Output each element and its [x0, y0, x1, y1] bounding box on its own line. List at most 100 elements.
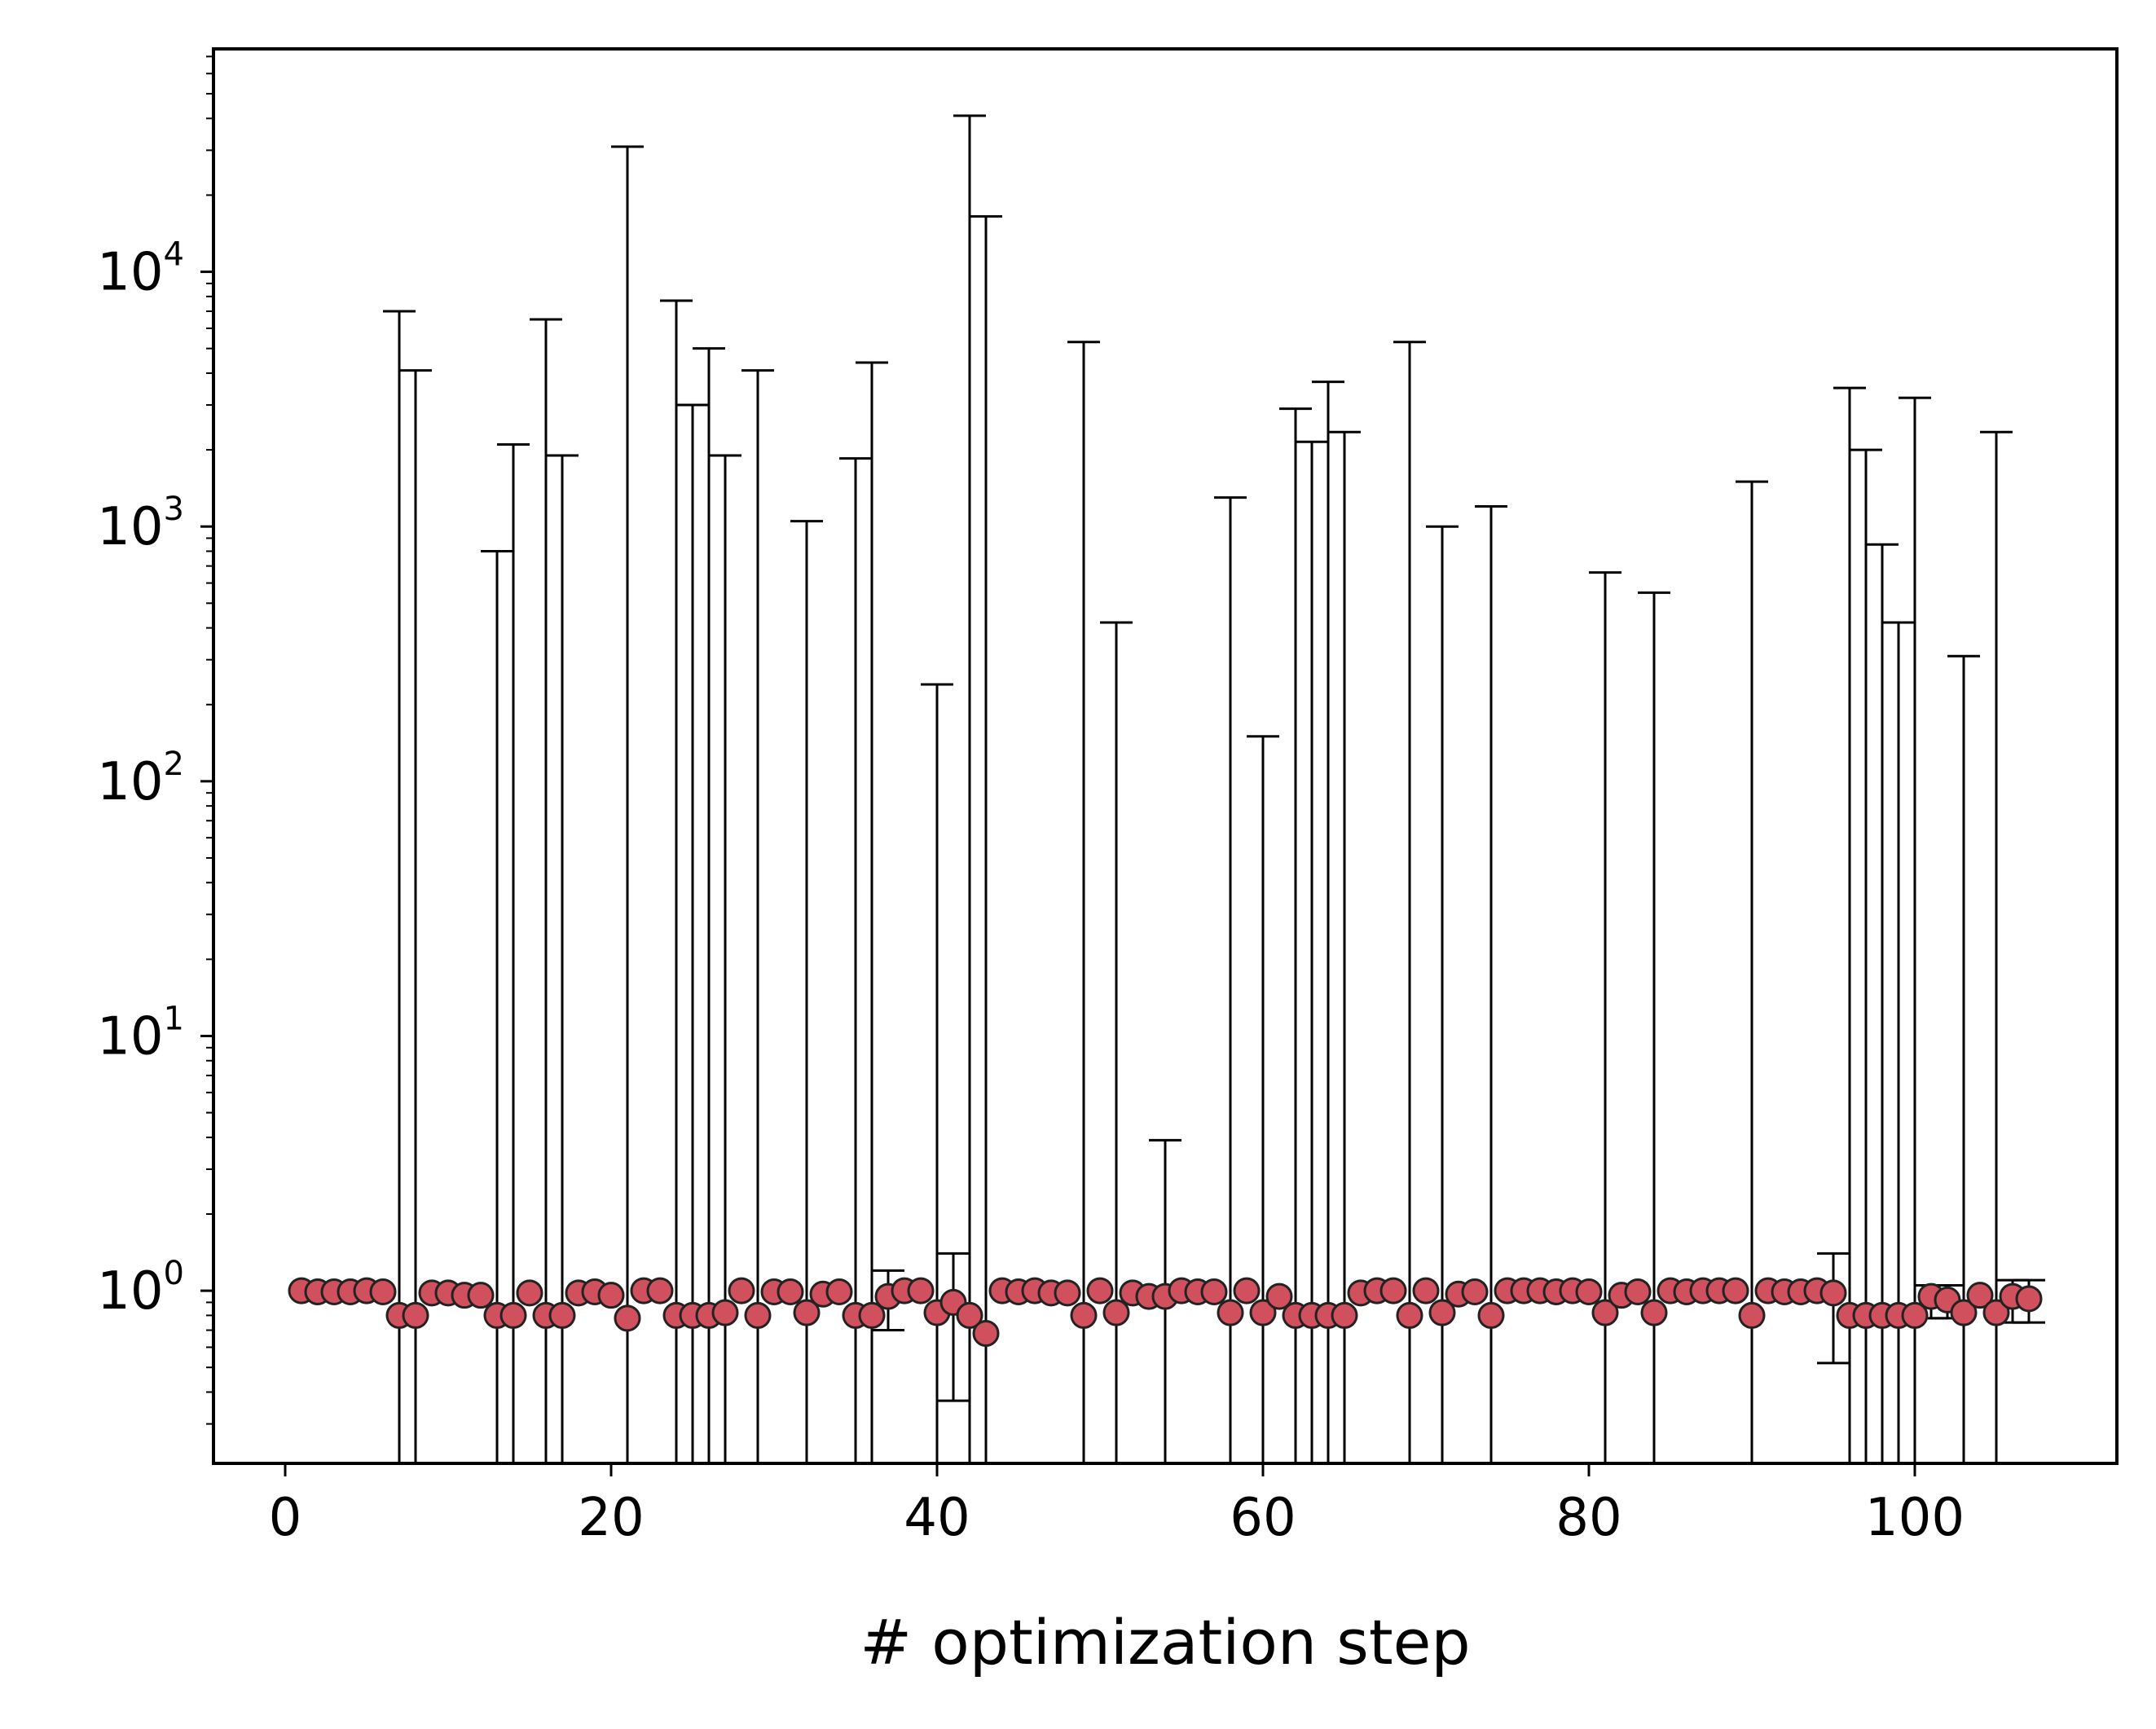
error-bar: [1214, 496, 1247, 1463]
data-point: [467, 1282, 495, 1309]
y-tick-label: 103: [97, 491, 184, 557]
data-point: [1591, 1299, 1619, 1326]
error-bar: [1149, 1138, 1181, 1463]
error-bar: [546, 454, 579, 1463]
data-point: [614, 1304, 641, 1332]
error-bar: [1736, 480, 1768, 1463]
data-point: [1624, 1278, 1652, 1305]
data-point: [1086, 1277, 1114, 1304]
data-point: [1477, 1301, 1505, 1329]
error-bar: [1296, 440, 1328, 1463]
data-point: [1982, 1299, 2010, 1326]
error-bar: [1817, 1252, 1850, 1365]
data-point: [1070, 1301, 1098, 1329]
data-point: [907, 1277, 935, 1304]
data-point: [1819, 1279, 1847, 1307]
error-bar: [1393, 341, 1426, 1463]
error-bar: [1833, 386, 1866, 1463]
data-point: [597, 1282, 625, 1309]
data-point: [1901, 1301, 1929, 1329]
plot-frame: [212, 47, 2119, 1465]
error-bar: [937, 1252, 970, 1402]
error-bar: [660, 299, 693, 1463]
error-bar: [953, 114, 986, 1463]
y-axis: 100 101 102 103 104: [97, 55, 213, 1425]
data-point: [956, 1301, 983, 1329]
y-tick-label: 101: [97, 1000, 184, 1067]
error-bar: [741, 369, 774, 1463]
data-point: [1428, 1299, 1456, 1326]
data-point: [646, 1277, 674, 1304]
x-axis-label: # optimization step: [860, 1606, 1470, 1678]
error-bar: [1980, 430, 2013, 1463]
x-tick-label: 80: [1555, 1488, 1621, 1548]
data-point: [1738, 1301, 1766, 1329]
x-tick-label: 0: [269, 1488, 302, 1548]
error-bar: [970, 215, 1002, 1463]
y-tick-label: 102: [97, 746, 184, 812]
error-bar: [1638, 591, 1670, 1463]
data-point: [548, 1301, 576, 1329]
error-bar: [1328, 430, 1361, 1463]
data-point: [972, 1319, 1000, 1347]
error-bar: [839, 457, 872, 1463]
error-bar: [856, 361, 888, 1463]
error-bar: [530, 318, 562, 1463]
error-bar: [1100, 621, 1133, 1463]
error-bar: [1426, 525, 1459, 1463]
data-point: [1396, 1301, 1423, 1329]
data-point: [744, 1301, 772, 1329]
data-markers: [288, 1277, 2043, 1347]
error-bar: [497, 442, 530, 1463]
data-point: [1575, 1278, 1603, 1305]
data-point: [369, 1278, 397, 1305]
error-bar: [383, 310, 416, 1463]
error-bar: [1899, 396, 1931, 1463]
error-bar: [1312, 381, 1344, 1463]
y-tick-label: 104: [97, 236, 184, 303]
error-bar: [790, 520, 823, 1463]
x-axis: 0 20 40 60 80 100: [269, 1463, 1965, 1548]
data-point: [1379, 1277, 1407, 1304]
error-bar: [1866, 543, 1899, 1463]
x-tick-label: 100: [1865, 1488, 1965, 1548]
data-point: [1412, 1277, 1440, 1304]
data-point: [858, 1301, 886, 1329]
data-point: [1200, 1278, 1228, 1305]
error-bar: [1279, 407, 1312, 1463]
error-bar: [709, 454, 741, 1463]
error-bars: [383, 114, 2045, 1463]
data-point: [1233, 1277, 1261, 1304]
error-bar: [1067, 341, 1100, 1463]
x-tick-label: 40: [904, 1488, 970, 1548]
error-bar: [676, 403, 709, 1463]
error-bar: [481, 550, 513, 1463]
error-bar: [611, 145, 644, 1463]
error-bar: [1947, 654, 1980, 1463]
data-point: [1640, 1299, 1668, 1326]
error-bar: [399, 369, 432, 1463]
data-point: [1102, 1299, 1130, 1326]
data-point: [1950, 1299, 1978, 1326]
data-point: [711, 1299, 739, 1326]
error-bar: [1850, 448, 1882, 1463]
data-point: [1722, 1277, 1749, 1304]
data-point: [793, 1299, 821, 1326]
data-point: [402, 1301, 429, 1329]
error-bar: [921, 683, 953, 1463]
data-point: [825, 1278, 853, 1305]
error-bar: [1247, 735, 1279, 1463]
data-point: [1265, 1282, 1293, 1310]
y-tick-label: 100: [97, 1255, 184, 1322]
error-bar: [693, 347, 725, 1463]
data-point: [499, 1301, 527, 1329]
data-point: [1966, 1282, 1994, 1309]
data-point: [1217, 1299, 1244, 1326]
data-point: [1331, 1301, 1358, 1329]
error-bar: [1589, 571, 1621, 1463]
data-point: [1249, 1299, 1277, 1326]
data-point: [516, 1279, 543, 1307]
error-bar: [1882, 621, 1915, 1463]
data-point: [728, 1277, 755, 1304]
